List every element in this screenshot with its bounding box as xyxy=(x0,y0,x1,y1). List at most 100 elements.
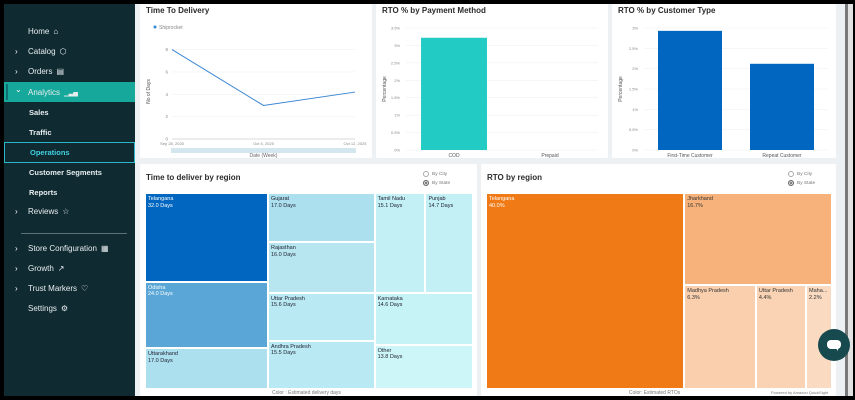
sidebar-item-catalog[interactable]: › Catalog ⬡ xyxy=(4,41,135,61)
y-tick-label: 2% xyxy=(394,78,400,83)
card-title: RTO % by Customer Type xyxy=(618,6,716,15)
cell-name: Uttar Pradesh xyxy=(758,288,793,295)
y-axis-title: No of Days xyxy=(146,79,152,104)
treemap-cell-gujarat[interactable]: Gujarat 17.0 Days xyxy=(268,193,375,242)
sidebar-item-reviews[interactable]: › Reviews ☆ xyxy=(4,201,135,221)
cell-value: 15.5 Days xyxy=(271,350,296,357)
radio-by-city[interactable]: By City xyxy=(788,171,812,177)
shield-heart-icon: ♡ xyxy=(81,283,89,293)
treemap-cell-telangana[interactable]: Telangana 40.0% xyxy=(486,193,685,389)
y-tick-label: 2 xyxy=(165,114,168,119)
page-scrollbar[interactable] xyxy=(845,4,853,396)
cell-name: Tamil Nadu xyxy=(377,196,406,202)
cell-name: Telangana xyxy=(489,196,515,202)
y-tick-label: 0 xyxy=(165,137,168,142)
treemap-cell-other[interactable]: Other 13.8 Days xyxy=(374,344,473,389)
cell-value: 16.7% xyxy=(687,202,703,209)
cell-value: 4.4% xyxy=(758,294,772,301)
treemap-cell-odisha[interactable]: Odisha 24.0 Days xyxy=(145,281,268,349)
radio-by-state[interactable]: By State xyxy=(788,180,815,186)
y-tick-label: 3% xyxy=(394,43,400,48)
sidebar-item-orders[interactable]: › Orders ▤ xyxy=(4,61,135,81)
sidebar-item-label: Trust Markers xyxy=(28,283,78,293)
treemap-cell-uttar-pradesh[interactable]: Uttar Pradesh 15.6 Days xyxy=(268,292,375,341)
card-title: Time To Delivery xyxy=(146,6,210,15)
x-tick-label: Oct 12, 2025 xyxy=(344,141,368,146)
treemap-cell-madhya-pradesh[interactable]: Madhya Pradesh 6.3% xyxy=(684,285,756,389)
cell-value: 6.3% xyxy=(687,294,700,301)
y-tick-label: 4 xyxy=(165,92,168,97)
y-tick-label: 1% xyxy=(394,113,400,118)
range-slider xyxy=(171,148,356,153)
sidebar-item-analytics[interactable]: ⌄ Analytics ▁▃▅ xyxy=(4,82,135,102)
sidebar-item-store-configuration[interactable]: › Store Configuration ▦ xyxy=(4,238,135,258)
sidebar-divider xyxy=(21,233,127,234)
chat-bubble-tail xyxy=(835,347,838,351)
sidebar-subitem-operations[interactable]: Operations xyxy=(4,142,135,163)
chat-button[interactable] xyxy=(818,329,850,361)
cell-value: 14.7 Days xyxy=(428,202,454,209)
store-icon: ▦ xyxy=(100,243,109,253)
y-tick-label: 0% xyxy=(632,148,638,153)
y-tick-label: 3% xyxy=(632,26,638,31)
chevron-right-icon: › xyxy=(15,206,18,216)
bar-cod xyxy=(421,37,487,151)
cell-name: Karnataka xyxy=(377,295,403,302)
cell-value: 15.1 Days xyxy=(377,202,403,209)
sidebar-item-label: Analytics xyxy=(28,87,61,97)
treemap-cell-punjab[interactable]: Punjab 14.7 Days xyxy=(425,193,473,293)
sidebar-item-label: Settings xyxy=(28,303,57,313)
sidebar-item-home[interactable]: Home ⌂ xyxy=(4,21,135,41)
treemap-cell-tamil-nadu[interactable]: Tamil Nadu 15.1 Days xyxy=(374,193,426,293)
cell-value: 24.0 Days xyxy=(148,291,173,298)
sidebar-item-label: Customer Segments xyxy=(29,167,102,177)
y-tick-label: 2.5% xyxy=(391,60,401,65)
series-line-shiprocket xyxy=(171,49,356,106)
treemap-cell-uttar-pradesh[interactable]: Uttar Pradesh 4.4% xyxy=(755,285,807,389)
bar-chart-icon: ▁▃▅ xyxy=(64,90,78,97)
sidebar-item-growth[interactable]: › Growth ↗ xyxy=(4,258,135,278)
cell-name: Punjab xyxy=(428,196,446,202)
cell-value: 16.0 Days xyxy=(271,251,296,258)
sidebar-subitem-traffic[interactable]: Traffic xyxy=(4,122,135,142)
rto-customer-chart: 0% 0.5% 1% 1.5% 2% 2.5% 3% Percentage First-Time… xyxy=(618,26,828,158)
home-icon: ⌂ xyxy=(53,26,59,36)
card-title: RTO by region xyxy=(487,173,542,182)
cell-name: Uttar Pradesh xyxy=(271,295,305,302)
treemap-cell-andhra-pradesh[interactable]: Andhra Pradesh 15.5 Days xyxy=(268,340,375,389)
cell-value: 15.6 Days xyxy=(271,302,296,309)
chevron-right-icon: › xyxy=(15,263,18,273)
chevron-down-icon: ⌄ xyxy=(15,85,22,94)
cell-name: Other xyxy=(377,347,392,354)
cell-value: 14.6 Days xyxy=(377,302,403,309)
treemap-cell-rajasthan[interactable]: Rajasthan 16.0 Days xyxy=(268,242,375,293)
chevron-right-icon: › xyxy=(15,46,18,56)
sidebar-subitem-sales[interactable]: Sales xyxy=(4,102,135,122)
sidebar-subitem-customer-segments[interactable]: Customer Segments xyxy=(4,162,135,182)
treemap-cell-jharkhand[interactable]: Jharkhand 16.7% xyxy=(684,193,832,286)
radio-by-city[interactable]: By City xyxy=(423,171,447,177)
treemap-cell-karnataka[interactable]: Karnataka 14.6 Days xyxy=(374,292,473,345)
cell-name: Maha... xyxy=(809,288,828,295)
clipboard-icon: ▤ xyxy=(56,66,65,76)
y-tick-label: 0.5% xyxy=(391,130,401,135)
star-icon: ☆ xyxy=(62,206,70,216)
sidebar-item-label: Catalog xyxy=(28,46,56,56)
sidebar-item-trust-markers[interactable]: › Trust Markers ♡ xyxy=(4,278,135,298)
sidebar-item-label: Traffic xyxy=(29,127,52,137)
radio-by-state[interactable]: By State xyxy=(423,180,450,186)
card-title: Time to deliver by region xyxy=(146,173,241,182)
cell-value: 13.8 Days xyxy=(377,354,403,361)
y-tick-label: 6 xyxy=(165,69,168,74)
y-tick-label: 2.5% xyxy=(629,46,639,51)
sidebar-item-settings[interactable]: Settings ⚙ xyxy=(4,298,135,318)
treemap-cell-uttarakhand[interactable]: Uttarakhand 17.0 Days xyxy=(145,348,268,389)
treemap-cell-telangana[interactable]: Telangana 32.0 Days xyxy=(145,193,268,282)
chevron-right-icon: › xyxy=(15,283,18,293)
radio-circle xyxy=(788,171,794,177)
legend-marker xyxy=(153,25,157,29)
bar-first-time-customer xyxy=(658,30,722,151)
radio-circle-selected xyxy=(423,180,429,186)
sidebar-subitem-reports[interactable]: Reports xyxy=(4,182,135,202)
y-tick-label: 0% xyxy=(394,148,400,153)
